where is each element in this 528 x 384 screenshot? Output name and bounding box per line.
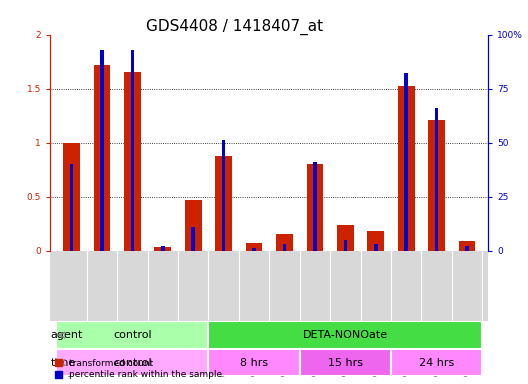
Bar: [276, 234, 293, 251]
Bar: [435, 108, 438, 251]
Bar: [391, 349, 482, 376]
Bar: [93, 65, 110, 251]
Text: control: control: [113, 330, 152, 340]
Text: 24 hrs: 24 hrs: [419, 358, 454, 367]
Bar: [246, 243, 262, 251]
Bar: [209, 349, 300, 376]
Bar: [124, 72, 140, 251]
Bar: [367, 231, 384, 251]
Text: time: time: [51, 358, 76, 367]
Bar: [215, 156, 232, 251]
Bar: [130, 50, 134, 251]
Title: GDS4408 / 1418407_at: GDS4408 / 1418407_at: [146, 18, 323, 35]
Bar: [300, 349, 391, 376]
Bar: [459, 241, 476, 251]
Bar: [70, 164, 73, 251]
Bar: [161, 246, 165, 251]
Bar: [209, 321, 482, 349]
Bar: [56, 349, 209, 376]
Bar: [56, 321, 209, 349]
Bar: [282, 244, 286, 251]
Bar: [428, 120, 445, 251]
Bar: [307, 164, 323, 251]
Bar: [154, 247, 171, 251]
Bar: [398, 86, 414, 251]
Text: 8 hrs: 8 hrs: [240, 358, 268, 367]
Bar: [465, 246, 469, 251]
Bar: [344, 240, 347, 251]
Legend: transformed count, percentile rank within the sample: transformed count, percentile rank withi…: [55, 359, 222, 379]
Bar: [374, 244, 378, 251]
Bar: [191, 227, 195, 251]
Bar: [337, 225, 354, 251]
Text: 15 hrs: 15 hrs: [328, 358, 363, 367]
Bar: [100, 50, 103, 251]
Bar: [313, 162, 317, 251]
Bar: [63, 142, 80, 251]
Bar: [222, 141, 225, 251]
Text: control: control: [113, 358, 152, 367]
Bar: [185, 200, 202, 251]
Text: DETA-NONOate: DETA-NONOate: [303, 330, 388, 340]
Bar: [404, 73, 408, 251]
Text: agent: agent: [51, 330, 83, 340]
Bar: [252, 248, 256, 251]
